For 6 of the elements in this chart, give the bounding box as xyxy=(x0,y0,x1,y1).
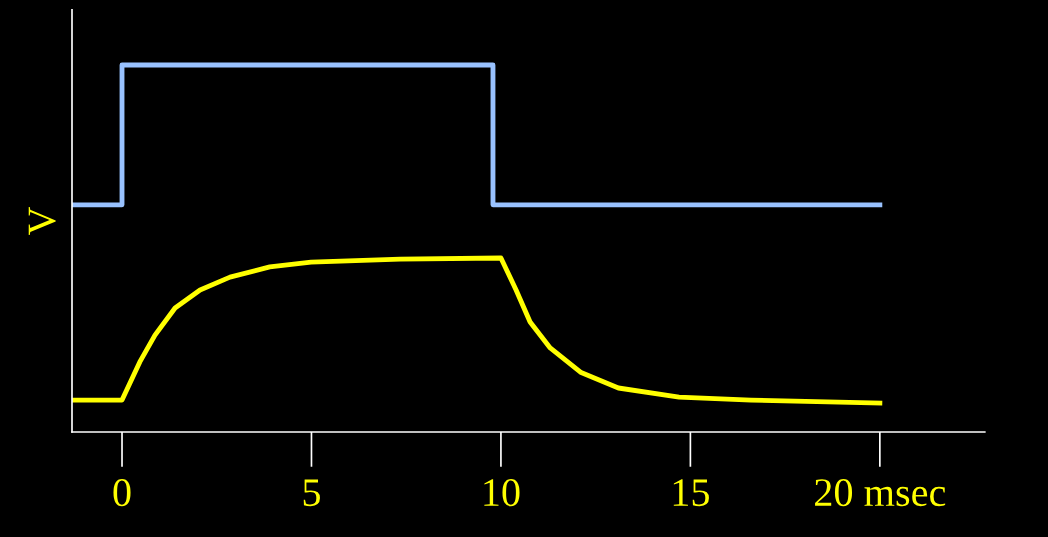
x-tick-label: 15 xyxy=(673,479,709,507)
x-tick-label: 20 msec xyxy=(815,479,946,507)
x-tick-label: 0 xyxy=(113,479,131,507)
x-tick-label: 10 xyxy=(484,479,520,507)
x-tick-label: 5 xyxy=(303,479,320,507)
y-axis-title: V xyxy=(28,206,56,236)
